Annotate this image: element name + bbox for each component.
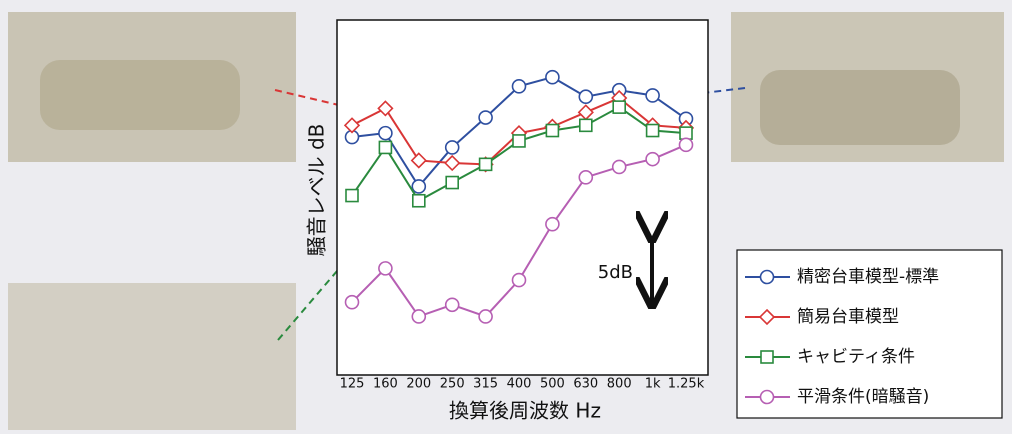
data-point: [446, 177, 458, 189]
legend-marker: [761, 271, 774, 284]
data-point: [346, 296, 359, 309]
data-point: [646, 89, 659, 102]
legend-label: 精密台車模型-標準: [797, 267, 939, 287]
data-point: [413, 195, 425, 207]
chart: 5dB 換算後周波数 Hz 騒音レベル dB 125 160 200 250 315 40…: [0, 0, 1012, 430]
data-point: [479, 111, 492, 124]
legend-label: キャビティ条件: [797, 347, 915, 367]
data-point: [513, 80, 526, 93]
legend-marker: [761, 391, 774, 404]
data-point: [580, 119, 592, 131]
x-tick-label: 400: [507, 377, 532, 392]
y-axis-label: 騒音レベル dB: [305, 124, 329, 257]
legend-marker: [761, 351, 773, 363]
data-point: [546, 71, 559, 84]
x-tick-label: 315: [473, 377, 498, 392]
legend-label: 平滑条件(暗騒音): [797, 387, 929, 407]
x-tick-label: 500: [540, 377, 565, 392]
gap: [8, 240, 296, 256]
photo-cavity: [8, 283, 296, 430]
x-axis-label: 換算後周波数 Hz: [449, 399, 601, 423]
data-point: [346, 190, 358, 202]
x-tick-label: 1k: [645, 377, 661, 392]
scale-annotation: 5dB: [598, 262, 633, 283]
data-point: [579, 90, 592, 103]
data-point: [446, 141, 459, 154]
data-point: [546, 125, 558, 137]
photo-bogie-shape: [40, 60, 240, 130]
data-point: [480, 158, 492, 170]
x-tick-label: 125: [340, 377, 365, 392]
x-tick-label: 1.25k: [668, 377, 705, 392]
x-tick-label: 160: [373, 377, 398, 392]
page: {"chart_data": {"type": "line", "categor…: [0, 0, 1012, 430]
data-point: [513, 135, 525, 147]
data-point: [479, 310, 492, 323]
data-point: [647, 125, 659, 137]
photo-bogie-shape: [760, 70, 960, 145]
data-point: [680, 127, 692, 139]
data-point: [646, 153, 659, 166]
x-tick-label: 250: [440, 377, 465, 392]
data-point: [579, 171, 592, 184]
data-point: [412, 310, 425, 323]
data-point: [446, 298, 459, 311]
x-tick-label: 800: [607, 377, 632, 392]
data-point: [546, 218, 559, 231]
data-point: [379, 141, 391, 153]
x-tick-label: 630: [573, 377, 598, 392]
legend-label: 簡易台車模型: [797, 307, 899, 327]
data-point: [680, 138, 693, 151]
x-tick-label: 200: [406, 377, 431, 392]
plot-area: [337, 20, 708, 375]
data-point: [613, 101, 625, 113]
data-point: [379, 127, 392, 140]
data-point: [613, 160, 626, 173]
data-point: [412, 180, 425, 193]
data-point: [513, 274, 526, 287]
data-point: [379, 262, 392, 275]
